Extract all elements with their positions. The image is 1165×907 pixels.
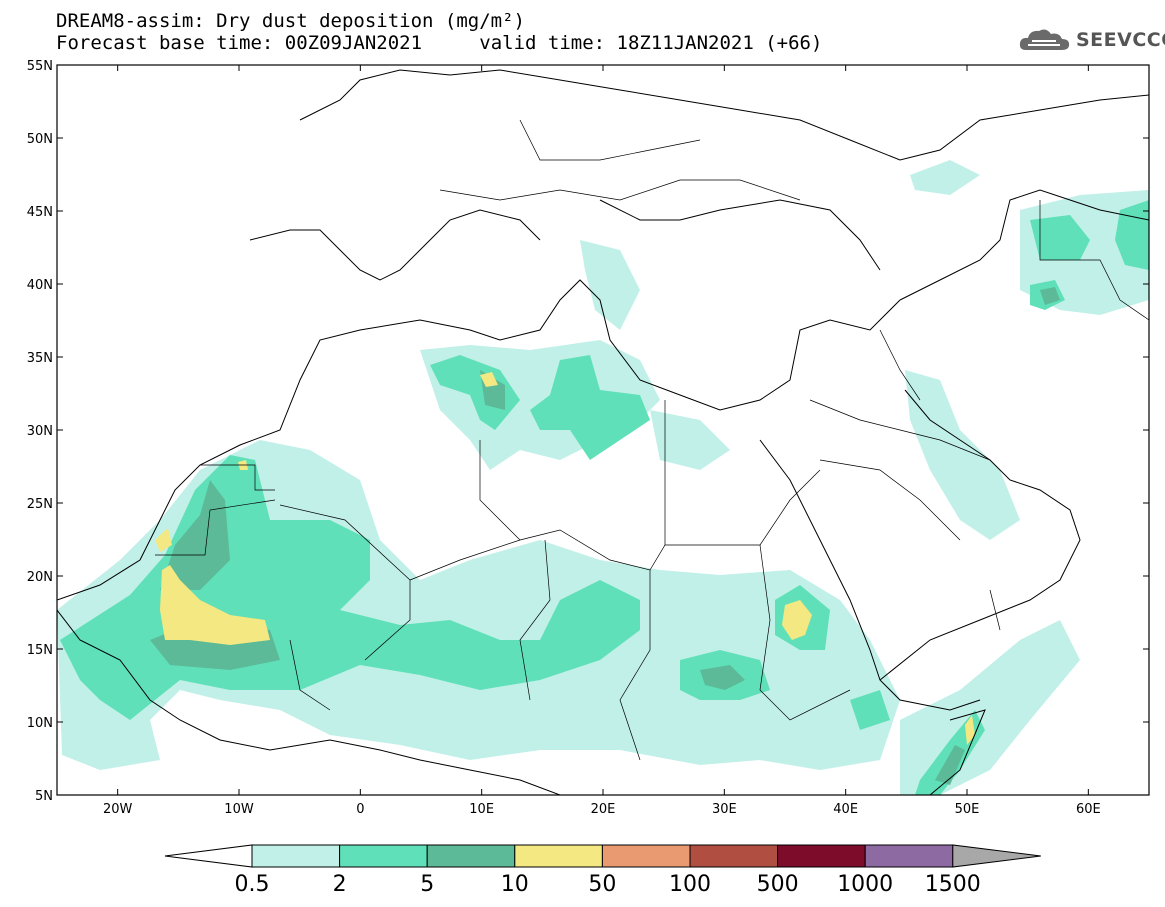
base-time-label: Forecast base time: 00Z09JAN2021: [56, 32, 423, 54]
colorbar-label: 1000: [837, 872, 893, 897]
map-subtitle: Forecast base time: 00Z09JAN2021 valid t…: [56, 33, 822, 53]
lon-tick-label: 10W: [224, 802, 254, 817]
lat-tick-label: 35N: [27, 351, 53, 366]
lat-tick-label: 20N: [27, 570, 53, 585]
lat-tick-label: 55N: [27, 59, 53, 74]
lon-tick-label: 30E: [712, 802, 737, 817]
lat-tick-label: 30N: [27, 424, 53, 439]
valid-time-label: valid time: 18Z11JAN2021 (+66): [479, 32, 823, 54]
colorbar-bin: [601, 844, 691, 868]
lon-tick-label: 10E: [469, 802, 494, 817]
colorbar-label: 100: [669, 872, 711, 897]
cloud-icon: [1019, 29, 1070, 50]
lon-tick-label: 60E: [1076, 802, 1101, 817]
colorbar-label: 2: [333, 872, 347, 897]
lat-tick-label: 25N: [27, 497, 53, 512]
colorbar-bin: [251, 844, 341, 868]
colorbar-label: 500: [757, 872, 799, 897]
latitude-axis: 55N 50N 45N 40N 35N 30N 25N 20N 15N 10N 5N: [27, 59, 1149, 804]
colorbar-bin: [864, 844, 954, 868]
dust-level-4: [155, 372, 975, 745]
lon-tick-label: 40E: [833, 802, 858, 817]
lat-tick-label: 40N: [27, 278, 53, 293]
map-title: DREAM8-assim: Dry dust deposition (mg/m²…: [56, 10, 525, 32]
seevccc-logo: SEEVCCC: [1018, 24, 1165, 56]
lon-tick-label: 50E: [955, 802, 980, 817]
lat-tick-label: 45N: [27, 205, 53, 220]
colorbar-bin: [339, 844, 428, 868]
lat-tick-label: 10N: [27, 716, 53, 731]
colorbar-label: 50: [588, 872, 616, 897]
colorbar-label: 0.5: [235, 872, 270, 897]
lon-tick-label: 0: [356, 802, 364, 817]
country-borders: [155, 119, 1149, 761]
colorbar-bin: [514, 844, 603, 868]
colorbar-bin: [426, 844, 516, 868]
lon-tick-label: 20E: [591, 802, 616, 817]
colorbar-min-arrow: [164, 844, 253, 868]
logo-text: SEEVCCC: [1076, 29, 1165, 51]
colorbar-bin: [689, 844, 779, 868]
colorbar-label: 1500: [925, 872, 981, 897]
colorbar-bin: [777, 844, 866, 868]
colorbar-label: 5: [420, 872, 434, 897]
longitude-axis: 20W 10W 0 10E 20E 30E 40E 50E 60E: [103, 65, 1101, 817]
lon-tick-label: 20W: [103, 802, 133, 817]
lat-tick-label: 5N: [35, 789, 53, 804]
colorbar-label: 10: [501, 872, 529, 897]
lat-tick-label: 50N: [27, 132, 53, 147]
coastlines: [57, 69, 1149, 795]
colorbar-max-arrow: [952, 844, 1041, 868]
lat-tick-label: 15N: [27, 643, 53, 658]
